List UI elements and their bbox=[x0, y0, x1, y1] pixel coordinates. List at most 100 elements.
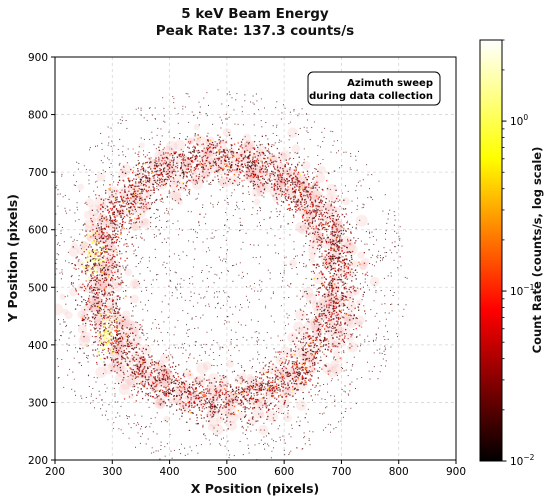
count-pixel bbox=[185, 189, 186, 191]
count-pixel bbox=[128, 335, 131, 338]
count-pixel bbox=[105, 240, 107, 242]
count-pixel bbox=[192, 146, 194, 148]
count-pixel bbox=[96, 209, 98, 211]
density-blob bbox=[342, 197, 350, 206]
count-pixel bbox=[111, 341, 113, 343]
count-pixel bbox=[367, 361, 368, 363]
count-pixel bbox=[125, 120, 127, 121]
count-pixel bbox=[235, 386, 238, 388]
count-pixel bbox=[255, 257, 257, 259]
count-pixel bbox=[247, 299, 248, 301]
count-pixel bbox=[102, 267, 105, 269]
count-pixel bbox=[357, 197, 358, 199]
count-pixel bbox=[287, 323, 289, 325]
count-pixel bbox=[247, 186, 249, 188]
count-pixel bbox=[236, 93, 238, 94]
count-pixel bbox=[136, 383, 138, 385]
count-pixel bbox=[276, 211, 278, 213]
count-pixel bbox=[211, 144, 213, 146]
count-pixel bbox=[41, 336, 42, 337]
density-blob bbox=[95, 261, 106, 271]
count-pixel bbox=[281, 195, 282, 197]
count-pixel bbox=[108, 159, 110, 161]
count-pixel bbox=[279, 353, 281, 355]
count-pixel bbox=[368, 340, 370, 342]
density-blob bbox=[297, 327, 310, 339]
count-pixel bbox=[246, 382, 249, 384]
count-pixel bbox=[159, 233, 161, 235]
count-pixel bbox=[131, 371, 133, 373]
count-pixel bbox=[148, 260, 150, 262]
count-pixel bbox=[150, 387, 152, 389]
count-pixel bbox=[277, 428, 279, 430]
count-pixel bbox=[259, 279, 261, 281]
count-pixel bbox=[190, 171, 192, 173]
count-pixel bbox=[341, 165, 343, 167]
count-pixel bbox=[117, 312, 119, 314]
count-pixel bbox=[341, 276, 343, 278]
density-blob bbox=[333, 206, 341, 215]
count-pixel bbox=[172, 375, 174, 377]
count-pixel bbox=[114, 401, 116, 403]
count-pixel bbox=[87, 285, 89, 287]
count-pixel bbox=[150, 168, 152, 170]
count-pixel bbox=[78, 325, 80, 327]
count-pixel bbox=[69, 368, 70, 370]
count-pixel bbox=[335, 427, 337, 429]
count-pixel bbox=[219, 443, 221, 445]
count-pixel bbox=[120, 273, 122, 275]
count-pixel bbox=[173, 168, 175, 170]
count-pixel bbox=[226, 169, 229, 171]
count-pixel bbox=[180, 453, 182, 455]
count-pixel bbox=[231, 361, 233, 362]
count-pixel bbox=[317, 170, 319, 173]
count-pixel bbox=[199, 383, 201, 385]
density-blob bbox=[159, 153, 171, 165]
count-pixel bbox=[281, 385, 283, 387]
count-pixel bbox=[147, 166, 149, 169]
count-pixel bbox=[140, 435, 142, 437]
count-pixel bbox=[155, 226, 157, 228]
count-pixel bbox=[387, 213, 389, 215]
count-pixel bbox=[51, 288, 52, 289]
count-pixel bbox=[35, 322, 36, 323]
density-blob bbox=[346, 285, 357, 297]
count-pixel bbox=[249, 423, 251, 425]
count-pixel bbox=[72, 285, 74, 287]
count-pixel bbox=[236, 345, 238, 347]
count-pixel bbox=[296, 273, 298, 275]
count-pixel bbox=[322, 345, 324, 347]
density-blob bbox=[94, 280, 104, 290]
count-pixel bbox=[189, 300, 191, 302]
count-pixel bbox=[272, 165, 275, 167]
count-pixel bbox=[142, 363, 144, 365]
count-pixel bbox=[214, 292, 215, 294]
count-pixel bbox=[297, 142, 298, 144]
count-pixel bbox=[277, 396, 280, 398]
count-pixel bbox=[276, 135, 278, 136]
count-pixel bbox=[125, 203, 127, 205]
count-pixel bbox=[317, 305, 320, 308]
count-pixel bbox=[140, 327, 142, 329]
count-pixel bbox=[303, 126, 305, 128]
count-pixel bbox=[178, 382, 180, 384]
count-pixel bbox=[302, 349, 304, 352]
count-pixel bbox=[257, 376, 259, 378]
density-blob bbox=[142, 178, 154, 190]
count-pixel bbox=[223, 405, 225, 407]
count-pixel bbox=[275, 208, 277, 210]
count-pixel bbox=[179, 228, 180, 230]
count-pixel bbox=[163, 321, 165, 323]
count-pixel bbox=[197, 360, 199, 362]
count-pixel bbox=[206, 388, 208, 390]
count-pixel bbox=[89, 308, 91, 310]
count-pixel bbox=[171, 208, 173, 210]
count-pixel bbox=[334, 401, 336, 402]
count-pixel bbox=[331, 334, 333, 336]
count-pixel bbox=[198, 176, 200, 178]
count-pixel bbox=[140, 236, 142, 238]
count-pixel bbox=[188, 121, 190, 123]
count-pixel bbox=[239, 183, 240, 185]
count-pixel bbox=[197, 422, 199, 425]
count-pixel bbox=[288, 194, 290, 196]
